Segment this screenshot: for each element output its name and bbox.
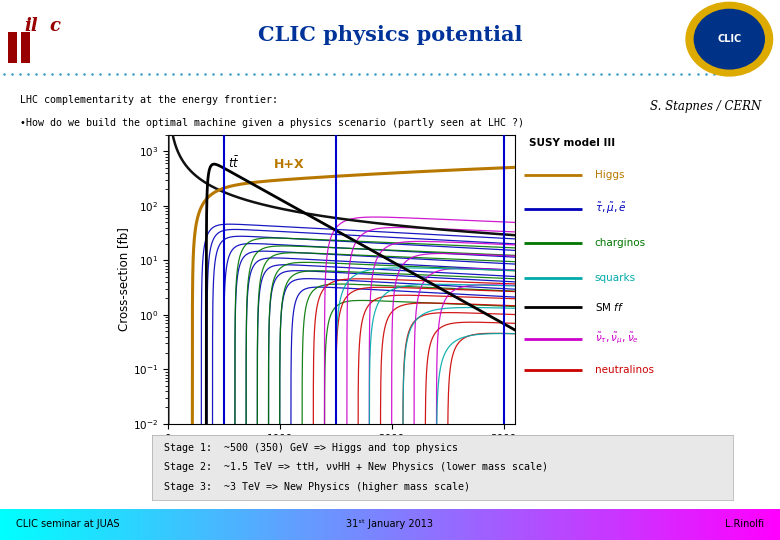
Text: CLIC: CLIC — [717, 34, 742, 44]
Bar — [21, 32, 30, 63]
Text: $t\bar{t}$: $t\bar{t}$ — [229, 156, 239, 171]
Text: c: c — [49, 17, 60, 35]
Text: $\tilde{\nu}_\tau, \tilde{\nu}_\mu, \tilde{\nu}_e$: $\tilde{\nu}_\tau, \tilde{\nu}_\mu, \til… — [594, 331, 639, 346]
Text: L.Rinolfi: L.Rinolfi — [725, 519, 764, 529]
Circle shape — [686, 2, 772, 76]
Text: S. Stapnes / CERN: S. Stapnes / CERN — [651, 100, 762, 113]
Text: CLIC physics potential: CLIC physics potential — [257, 25, 523, 45]
Text: 31ˢᵗ January 2013: 31ˢᵗ January 2013 — [346, 519, 434, 529]
Text: $\tilde{\tau}, \tilde{\mu}, \tilde{e}$: $\tilde{\tau}, \tilde{\mu}, \tilde{e}$ — [594, 201, 626, 217]
Y-axis label: Cross-section [fb]: Cross-section [fb] — [117, 227, 129, 332]
Text: CLIC seminar at JUAS: CLIC seminar at JUAS — [16, 519, 119, 529]
Text: neutralinos: neutralinos — [594, 366, 654, 375]
Circle shape — [694, 9, 764, 69]
Text: Stage 1:  ~500 (350) GeV => Higgs and top physics: Stage 1: ~500 (350) GeV => Higgs and top… — [164, 443, 458, 453]
Text: H+X: H+X — [274, 158, 305, 171]
Text: •How do we build the optimal machine given a physics scenario (partly seen at LH: •How do we build the optimal machine giv… — [20, 118, 524, 127]
Text: Stage 3:  ~3 TeV => New Physics (higher mass scale): Stage 3: ~3 TeV => New Physics (higher m… — [164, 482, 470, 491]
X-axis label: $\sqrt{s}$ [GeV]: $\sqrt{s}$ [GeV] — [314, 449, 369, 465]
Text: LHC complementarity at the energy frontier:: LHC complementarity at the energy fronti… — [20, 96, 278, 105]
Text: SUSY model III: SUSY model III — [529, 138, 615, 147]
Text: Higgs: Higgs — [594, 170, 624, 180]
Text: charginos: charginos — [594, 238, 646, 248]
Bar — [8, 32, 17, 63]
Text: il: il — [24, 17, 38, 35]
Text: squarks: squarks — [594, 273, 636, 283]
Text: Stage 2:  ~1.5 TeV => ttH, ννHH + New Physics (lower mass scale): Stage 2: ~1.5 TeV => ttH, ννHH + New Phy… — [164, 462, 548, 472]
Text: SM $ff$: SM $ff$ — [594, 301, 624, 313]
